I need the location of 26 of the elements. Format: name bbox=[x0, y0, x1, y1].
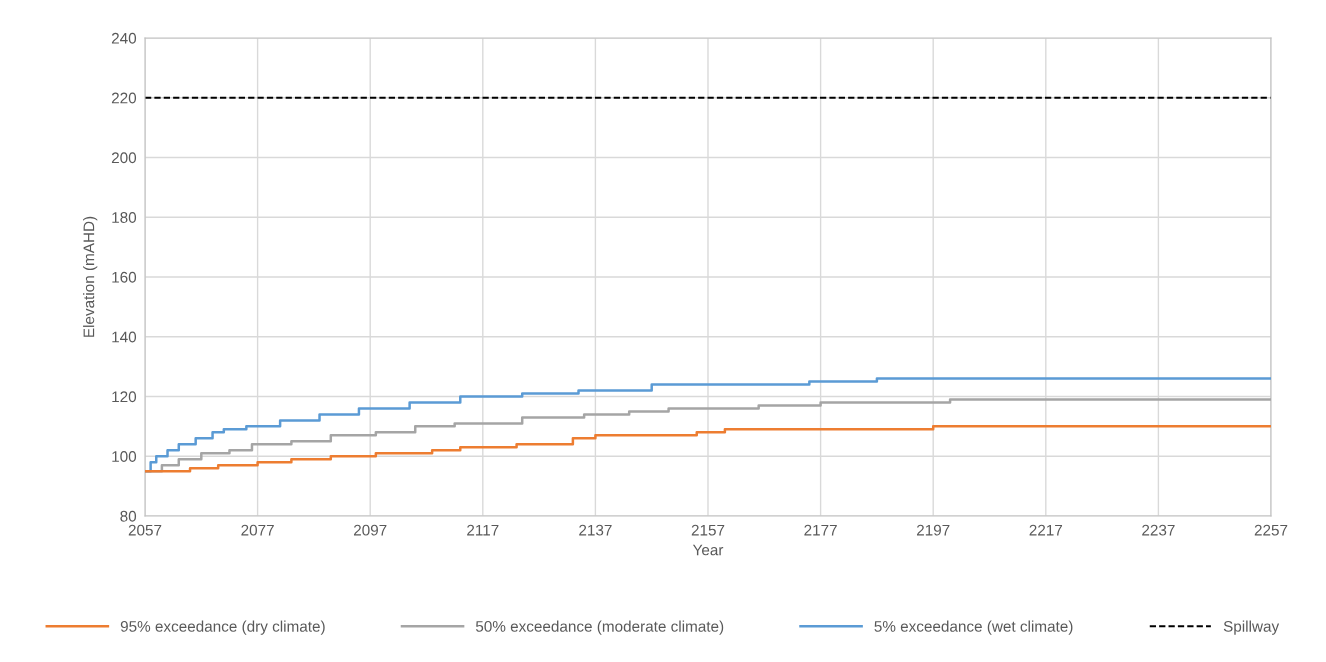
legend-label: 5% exceedance (wet climate) bbox=[874, 620, 1073, 635]
x-tick-label: 2097 bbox=[353, 524, 387, 536]
y-tick-label: 220 bbox=[111, 92, 137, 104]
legend-label: Spillway bbox=[1223, 620, 1280, 635]
y-tick-label: 200 bbox=[111, 152, 137, 164]
y-tick-label: 160 bbox=[112, 271, 137, 283]
legend-label: 50% exceedance (moderate climate) bbox=[475, 620, 724, 635]
x-tick-label: 2157 bbox=[691, 524, 725, 536]
x-tick-label: 2217 bbox=[1029, 524, 1063, 536]
x-tick-label: 2117 bbox=[467, 524, 499, 536]
y-tick-label: 140 bbox=[112, 331, 137, 343]
y-axis-title: Elevation (mAHD) bbox=[83, 216, 98, 337]
y-tick-label: 120 bbox=[112, 391, 137, 403]
y-tick-label: 100 bbox=[112, 451, 137, 462]
y-tick-label: 180 bbox=[112, 212, 137, 223]
x-tick-label: 2257 bbox=[1254, 524, 1288, 536]
x-axis-title: Year bbox=[692, 544, 724, 556]
x-tick-label: 2197 bbox=[916, 524, 950, 536]
x-tick-label: 2057 bbox=[128, 524, 162, 536]
y-tick-label: 240 bbox=[111, 32, 137, 44]
x-tick-label: 2177 bbox=[804, 524, 837, 536]
legend-label: 95% exceedance (dry climate) bbox=[120, 620, 325, 635]
x-tick-label: 2077 bbox=[241, 524, 274, 536]
y-tick-label: 80 bbox=[120, 510, 137, 522]
x-tick-label: 2237 bbox=[1142, 524, 1175, 536]
x-tick-label: 2137 bbox=[579, 524, 612, 536]
